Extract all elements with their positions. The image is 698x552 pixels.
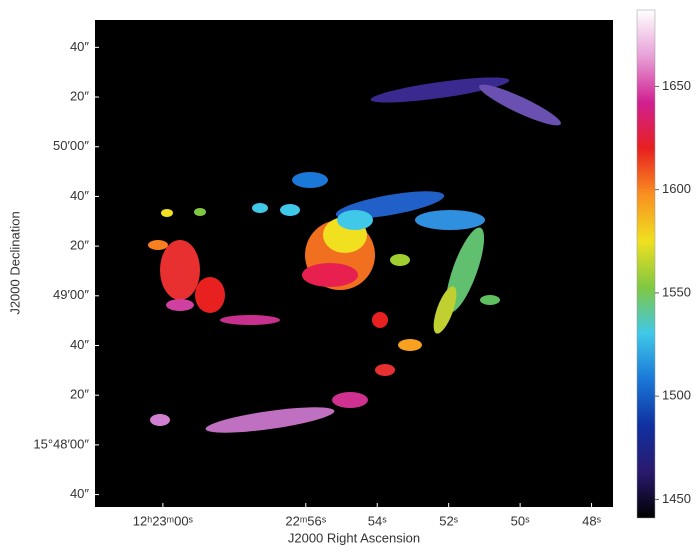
y-tick-label: 40″ (70, 39, 89, 54)
x-tick-label: 54ˢ (368, 513, 387, 528)
y-tick-label: 40″ (70, 337, 89, 352)
x-tick-label: 12ʰ23ᵐ00ˢ (133, 513, 194, 528)
x-tick-label: 50ˢ (511, 513, 530, 528)
colorbar-tick-label: 1500 (662, 388, 691, 403)
y-tick-label: 20″ (70, 387, 89, 402)
y-tick-label: 49′00″ (53, 287, 89, 302)
velocity-map (148, 77, 561, 433)
y-tick-label: 20″ (70, 238, 89, 253)
y-axis-label: J2000 Declination (7, 211, 22, 314)
x-tick-label: 22ᵐ56ˢ (285, 513, 326, 528)
y-tick-label: 20″ (70, 88, 89, 103)
colorbar-tick-label: 1600 (662, 181, 691, 196)
y-tick-label: 15°48′00″ (33, 436, 89, 451)
y-tick-label: 40″ (70, 188, 89, 203)
x-axis-label: J2000 Right Ascension (288, 530, 420, 545)
y-tick-label: 40″ (70, 486, 89, 501)
y-tick-label: 50′00″ (53, 138, 89, 153)
x-tick-label: 48ˢ (582, 513, 601, 528)
x-tick-label: 52ˢ (439, 513, 458, 528)
colorbar-tick-label: 1650 (662, 78, 691, 93)
colorbar-tick-label: 1550 (662, 284, 691, 299)
colorbar-tick-label: 1450 (662, 491, 691, 506)
colorbar (636, 9, 656, 519)
